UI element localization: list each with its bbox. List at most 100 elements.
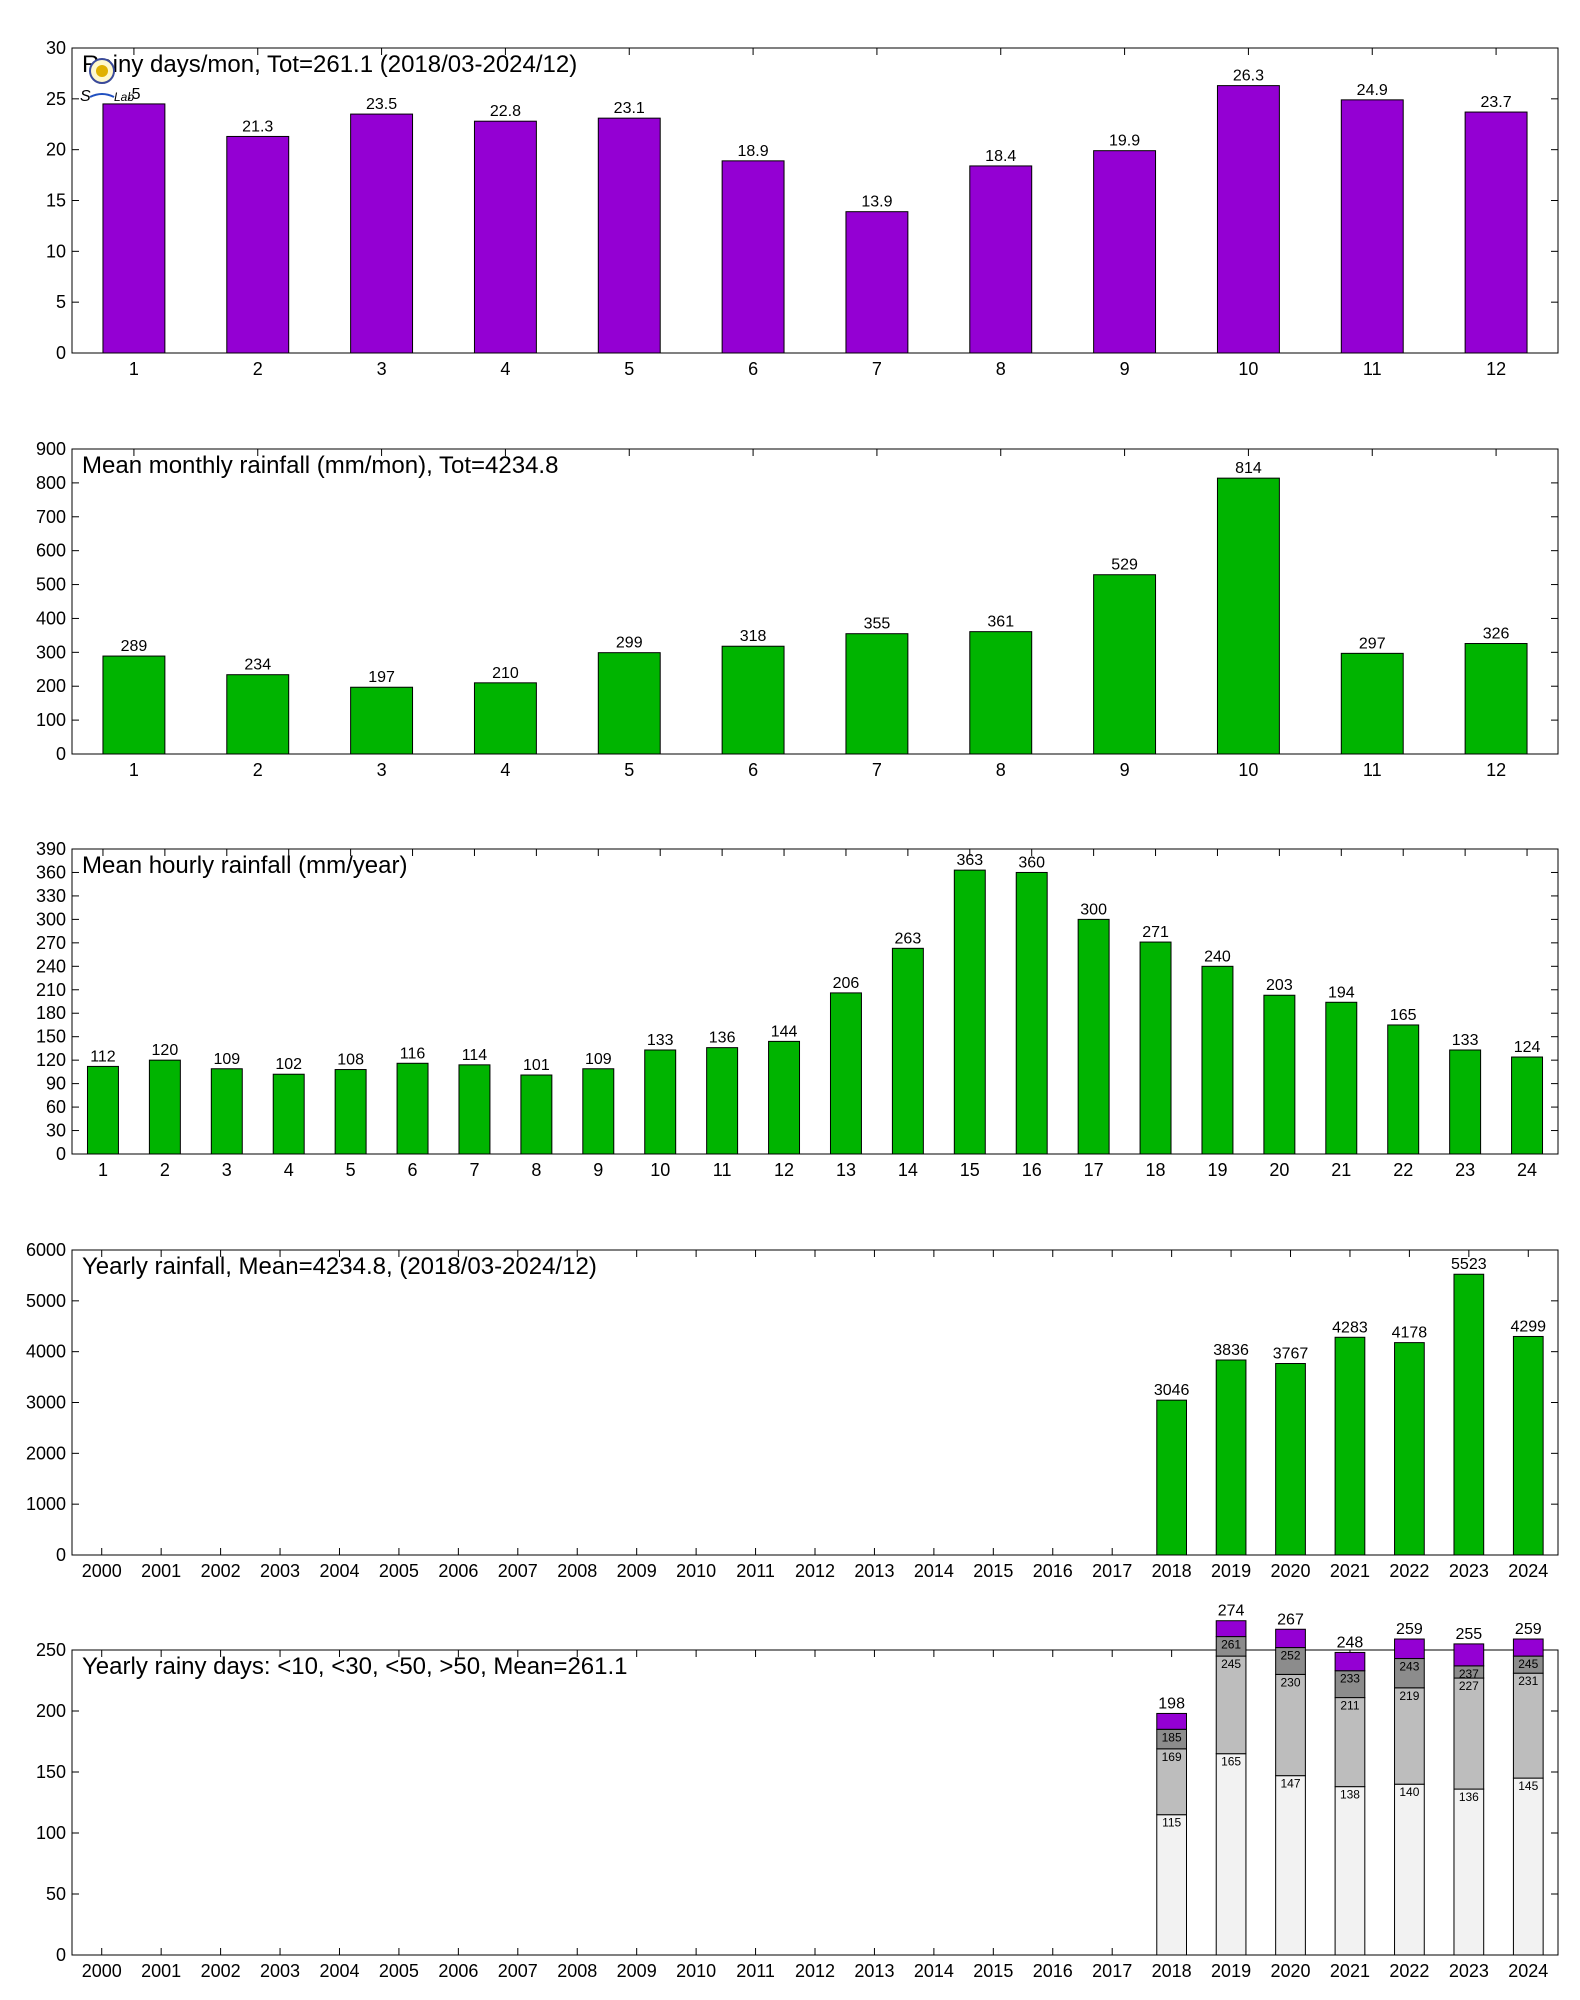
stacked-segment [1275,1673,1306,1777]
stack-total-label: 274 [1218,1603,1245,1620]
bar-value-label: 360 [1018,854,1045,871]
stacked-segment [1453,1643,1485,1667]
x-tick-label: 10 [1238,760,1258,780]
bar-value-label: 19.9 [1109,133,1140,150]
x-tick-label: 2012 [795,1561,835,1581]
x-tick-label: 12 [1486,760,1506,780]
stacked-segment [1512,1672,1544,1779]
y-tick-label: 500 [36,575,66,595]
chart-title: Yearly rainy days: <10, <30, <50, >50, M… [82,1653,628,1680]
stacked-segment [1334,1670,1366,1699]
x-tick-label: 5 [346,1160,356,1180]
bar [1325,1001,1358,1155]
x-tick-label: 2016 [1033,1961,1073,1981]
segment-value-label: 147 [1281,1777,1301,1791]
x-tick-label: 2018 [1152,1561,1192,1581]
x-tick-label: 2010 [676,1561,716,1581]
x-tick-label: 17 [1084,1160,1104,1180]
y-tick-label: 0 [56,1545,66,1565]
segment-value-label: 243 [1399,1660,1419,1674]
x-tick-label: 2017 [1092,1961,1132,1981]
y-tick-label: 200 [36,676,66,696]
bar [721,160,785,354]
stacked-segment [1512,1638,1544,1657]
bar [706,1047,739,1155]
x-tick-label: 12 [1486,359,1506,379]
bar [845,211,909,354]
y-tick-label: 0 [56,1144,66,1164]
bar [102,103,166,354]
bar [350,686,414,755]
x-tick-label: 4 [284,1160,294,1180]
bar [1453,1273,1485,1556]
stacked-segment [1275,1628,1306,1649]
y-tick-label: 360 [36,862,66,882]
y-tick-label: 1000 [26,1494,66,1514]
bar-value-label: 3767 [1273,1346,1309,1363]
y-tick-label: 30 [46,1121,66,1141]
bar-value-label: 206 [833,975,860,992]
y-tick-label: 5 [56,292,66,312]
stacked-segment [1394,1783,1425,1956]
y-tick-label: 120 [36,1050,66,1070]
x-tick-label: 22 [1393,1160,1413,1180]
lab-logo-graphic: S Lab [80,58,134,105]
stack-total-label: 198 [1158,1695,1185,1712]
stack-total-label: 259 [1515,1621,1542,1638]
bar-value-label: 234 [244,657,271,674]
x-tick-label: 2000 [82,1961,122,1981]
logo-lab-text: Lab [114,90,134,104]
y-tick-label: 200 [36,1701,66,1721]
x-tick-label: 12 [774,1160,794,1180]
bar-value-label: 3836 [1213,1342,1249,1359]
x-tick-label: 2000 [82,1561,122,1581]
bar-value-label: 363 [956,852,983,869]
y-tick-label: 210 [36,980,66,1000]
bar [1334,1336,1366,1556]
segment-value-label: 211 [1340,1699,1359,1713]
x-tick-label: 6 [408,1160,418,1180]
segment-value-label: 227 [1459,1679,1479,1693]
y-tick-label: 300 [36,909,66,929]
logo-seal-center-icon [96,65,108,77]
chart-title: Mean hourly rainfall (mm/year) [82,852,407,879]
bar [396,1062,429,1155]
bar [953,869,986,1155]
stacked-segment [1156,1814,1188,1956]
x-tick-label: 7 [872,760,882,780]
segment-value-label: 145 [1518,1779,1538,1793]
x-tick-label: 2004 [319,1561,359,1581]
y-tick-label: 300 [36,642,66,662]
bar-value-label: 24.9 [1357,82,1388,99]
bar-value-label: 318 [740,628,767,645]
segment-value-label: 138 [1340,1788,1360,1802]
bar [1387,1024,1420,1155]
x-tick-label: 2022 [1389,1961,1429,1981]
bar-value-label: 136 [709,1030,736,1047]
x-tick-label: 18 [1146,1160,1166,1180]
segment-value-label: 231 [1518,1674,1538,1688]
stacked-segment [1334,1651,1366,1672]
x-tick-label: 6 [748,359,758,379]
x-tick-label: 2019 [1211,1561,1251,1581]
y-tick-label: 0 [56,744,66,764]
bar-value-label: 197 [368,669,395,686]
bar [1449,1049,1482,1155]
segment-value-label: 233 [1340,1672,1360,1686]
stacked-segment [1453,1788,1485,1956]
x-tick-label: 2017 [1092,1561,1132,1581]
y-tick-label: 270 [36,933,66,953]
bar-value-label: 114 [462,1047,488,1064]
bar-value-label: 203 [1266,977,1293,994]
bar [1340,652,1404,755]
x-tick-label: 7 [469,1160,479,1180]
bar [1077,918,1110,1155]
bar-value-label: 240 [1204,948,1231,965]
axes-frame [71,848,1559,1155]
bar [1015,871,1048,1155]
bar [210,1068,243,1155]
bar [1156,1399,1188,1556]
segment-value-label: 261 [1221,1638,1241,1652]
bar-value-label: 22.8 [490,103,521,120]
x-tick-label: 4 [500,760,510,780]
